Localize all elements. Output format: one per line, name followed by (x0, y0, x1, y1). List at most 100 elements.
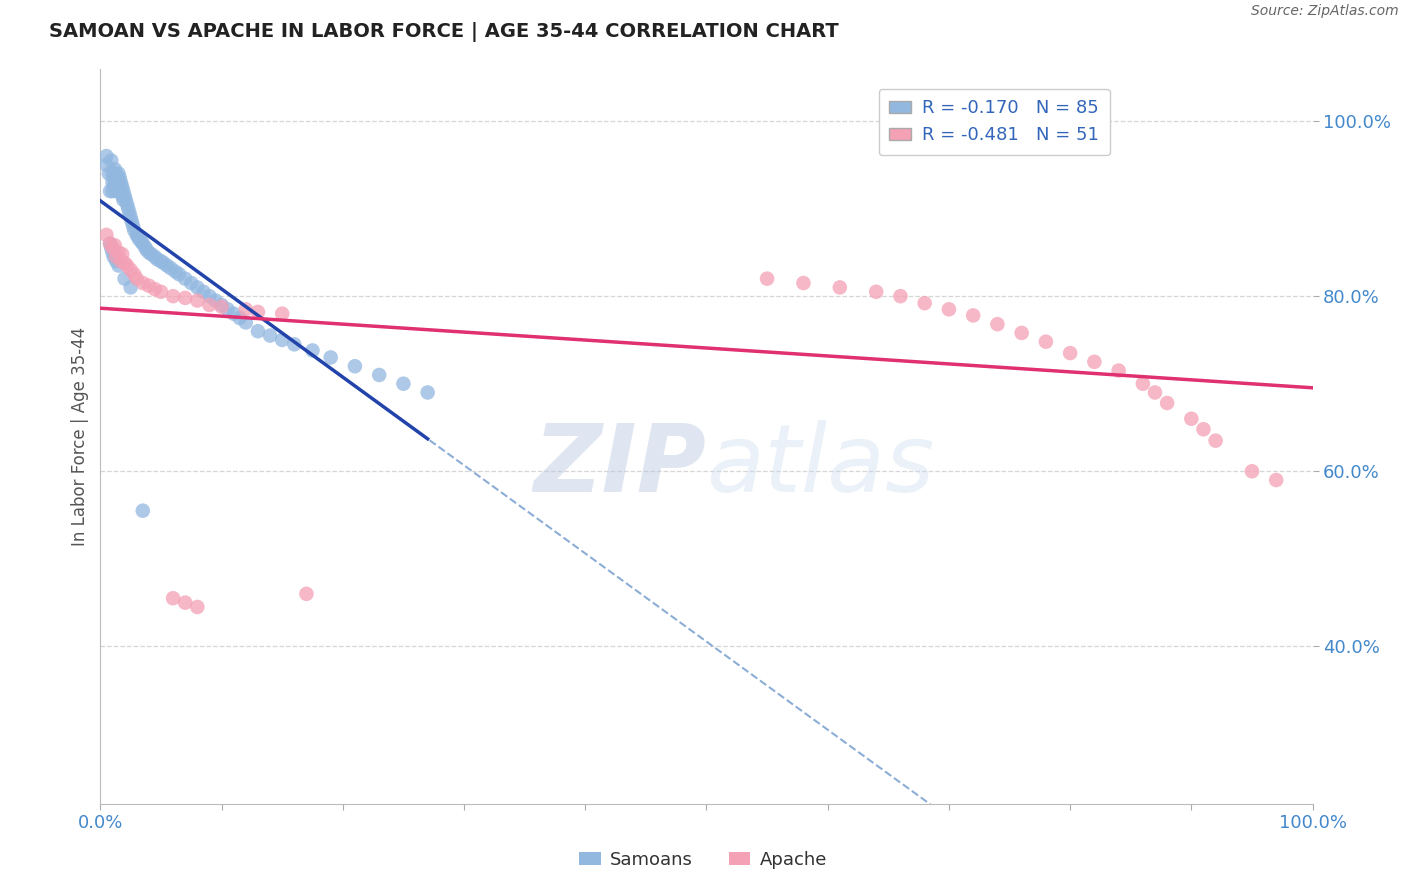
Point (111, 247, 134, 261)
Point (198, 298, 221, 312)
Text: SAMOAN VS APACHE IN LABOR FORCE | AGE 35-44 CORRELATION CHART: SAMOAN VS APACHE IN LABOR FORCE | AGE 35… (49, 22, 839, 42)
Y-axis label: In Labor Force | Age 35-44: In Labor Force | Age 35-44 (72, 326, 89, 546)
Point (246, 324, 269, 338)
Point (156, 259, 179, 273)
Point (101, 167, 124, 181)
Point (138, 278, 160, 293)
Point (141, 247, 163, 261)
Point (105, 167, 128, 181)
Point (180, 276, 202, 290)
Point (1205, 434, 1227, 448)
Point (112, 184, 135, 198)
Point (114, 193, 136, 207)
Point (101, 175, 124, 189)
Point (132, 504, 155, 518)
Point (186, 599, 208, 614)
Point (343, 359, 366, 374)
Point (118, 206, 141, 220)
Point (186, 280, 208, 294)
Point (295, 587, 318, 601)
Point (865, 285, 887, 299)
Point (1265, 473, 1288, 487)
Point (938, 302, 960, 317)
Point (111, 188, 134, 202)
Point (96, 149, 118, 163)
Point (131, 235, 153, 249)
Point (186, 293, 208, 308)
Point (101, 241, 124, 255)
Point (100, 153, 122, 168)
Point (114, 188, 136, 202)
Point (1059, 346, 1081, 360)
Point (124, 223, 146, 237)
Point (125, 227, 148, 242)
Point (101, 245, 124, 260)
Point (162, 289, 184, 303)
Point (962, 309, 984, 323)
Point (97, 167, 120, 181)
Point (1240, 464, 1263, 478)
Point (368, 368, 391, 382)
Point (120, 211, 142, 225)
Point (143, 282, 166, 296)
Point (124, 267, 146, 281)
Text: ZIP: ZIP (534, 419, 706, 512)
Point (235, 302, 257, 317)
Point (122, 219, 145, 233)
Point (1192, 422, 1215, 436)
Point (889, 289, 911, 303)
Point (96, 158, 118, 172)
Point (105, 171, 128, 186)
Point (132, 236, 155, 251)
Point (112, 193, 135, 207)
Point (105, 250, 128, 264)
Point (174, 291, 197, 305)
Point (1083, 355, 1105, 369)
Point (174, 271, 197, 285)
Point (103, 171, 125, 186)
Point (1132, 376, 1154, 391)
Point (110, 184, 132, 198)
Point (135, 243, 157, 257)
Point (211, 300, 233, 314)
Point (174, 596, 197, 610)
Point (107, 259, 129, 273)
Point (222, 307, 245, 321)
Point (138, 245, 160, 260)
Point (271, 333, 294, 347)
Point (1156, 396, 1178, 410)
Point (115, 259, 138, 273)
Point (132, 276, 155, 290)
Point (107, 167, 129, 181)
Point (107, 245, 129, 260)
Point (107, 175, 129, 189)
Point (914, 296, 936, 310)
Point (162, 591, 184, 606)
Point (114, 271, 136, 285)
Point (167, 267, 190, 281)
Point (100, 241, 122, 255)
Point (828, 280, 851, 294)
Point (1011, 326, 1033, 340)
Point (143, 250, 166, 264)
Point (108, 171, 131, 186)
Point (120, 263, 142, 277)
Point (107, 184, 129, 198)
Point (104, 171, 127, 186)
Point (125, 271, 148, 285)
Point (101, 184, 124, 198)
Point (108, 179, 131, 194)
Point (198, 289, 221, 303)
Point (146, 252, 169, 267)
Point (96, 227, 118, 242)
Point (159, 261, 181, 276)
Point (121, 215, 143, 229)
Point (127, 229, 149, 244)
Point (110, 175, 132, 189)
Point (103, 179, 125, 194)
Point (756, 271, 779, 285)
Point (217, 302, 239, 317)
Point (105, 254, 128, 268)
Point (235, 315, 257, 329)
Point (392, 376, 415, 391)
